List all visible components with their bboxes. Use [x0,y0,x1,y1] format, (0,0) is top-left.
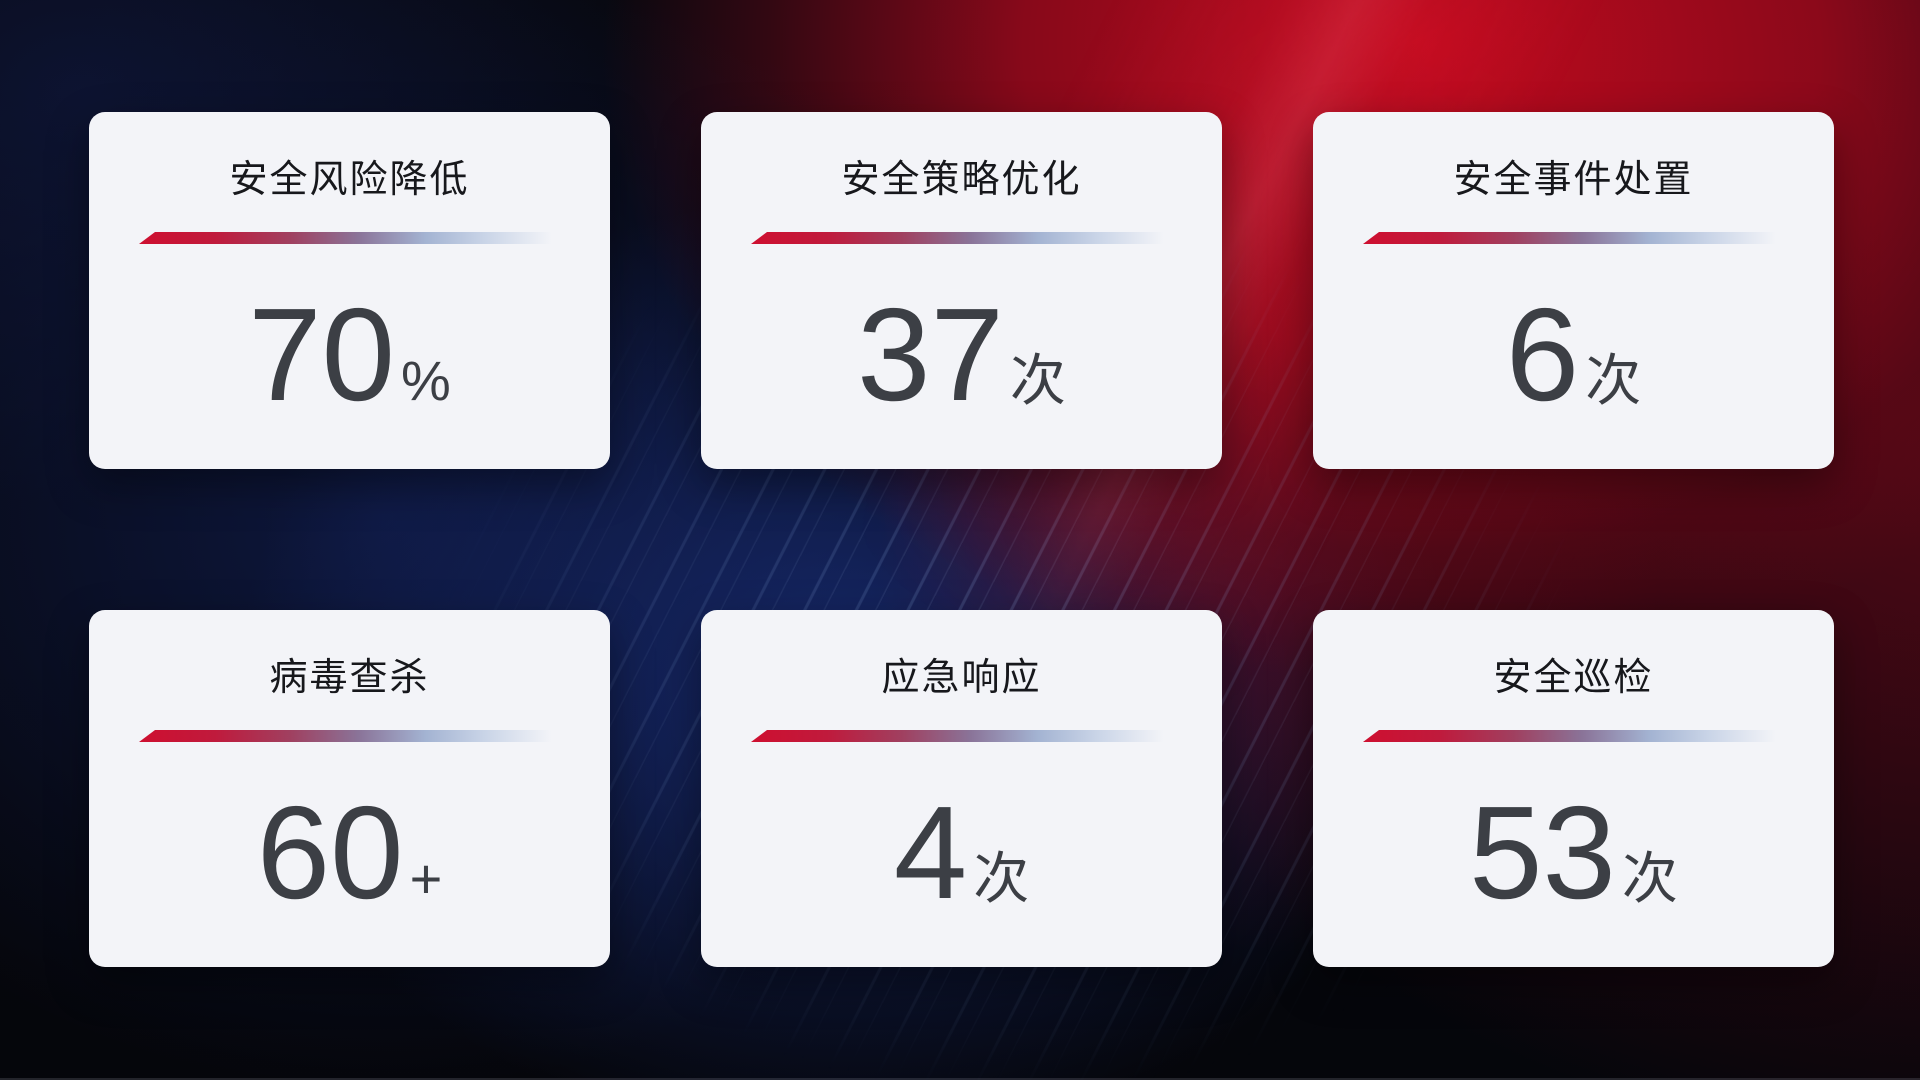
stat-unit: + [409,847,443,910]
divider-line [751,730,1172,742]
stat-card-title: 安全风险降低 [229,159,470,201]
divider-line [1363,232,1784,244]
stat-value-row: 53 次 [1313,778,1834,928]
stat-card-virus-scan: 病毒查杀 60 + [89,610,610,967]
stat-card-title: 应急响应 [881,657,1042,699]
stat-value: 37 [857,281,1004,428]
stat-unit: 次 [1585,349,1642,412]
stat-unit: 次 [1621,847,1678,910]
divider-line [139,730,560,742]
bottom-edge-line [0,1078,1920,1080]
stat-value: 60 [256,779,404,926]
stat-card-title: 安全巡检 [1493,657,1654,699]
stat-card-risk-reduction: 安全风险降低 70% [89,112,610,469]
divider-line [139,232,560,244]
stat-value: 53 [1469,779,1616,926]
stat-value-row: 60 + [89,778,610,928]
stat-card-security-inspection: 安全巡检 53 次 [1313,610,1834,967]
stat-value: 6 [1505,281,1580,428]
stat-value-row: 70% [89,280,610,430]
stat-card-title: 病毒查杀 [269,657,430,699]
stat-unit: 次 [1009,349,1066,412]
stat-value: 4 [893,779,968,926]
stat-card-title: 安全策略优化 [841,159,1082,201]
divider-line [751,232,1172,244]
stat-value: 70 [248,281,396,428]
stat-value-row: 37 次 [701,280,1222,430]
stat-card-title: 安全事件处置 [1453,159,1694,201]
stat-unit: % [401,349,451,412]
divider-line [1363,730,1784,742]
stat-unit: 次 [973,847,1030,910]
stat-card-policy-optimization: 安全策略优化 37 次 [701,112,1222,469]
